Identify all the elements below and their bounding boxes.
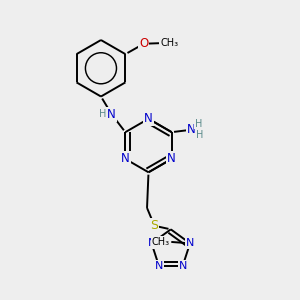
Text: O: O (139, 37, 148, 50)
Text: H: H (196, 130, 203, 140)
Text: N: N (107, 108, 116, 121)
Text: N: N (187, 123, 195, 136)
Text: N: N (121, 152, 130, 165)
Text: N: N (167, 152, 176, 165)
Text: N: N (144, 112, 153, 125)
Text: N: N (155, 261, 163, 271)
Text: H: H (195, 119, 202, 129)
Text: CH₃: CH₃ (152, 237, 170, 247)
Text: H: H (99, 109, 106, 119)
Text: S: S (151, 219, 158, 232)
Text: N: N (186, 238, 194, 248)
Text: CH₃: CH₃ (160, 38, 178, 48)
Text: N: N (147, 238, 156, 248)
Text: N: N (178, 261, 187, 271)
